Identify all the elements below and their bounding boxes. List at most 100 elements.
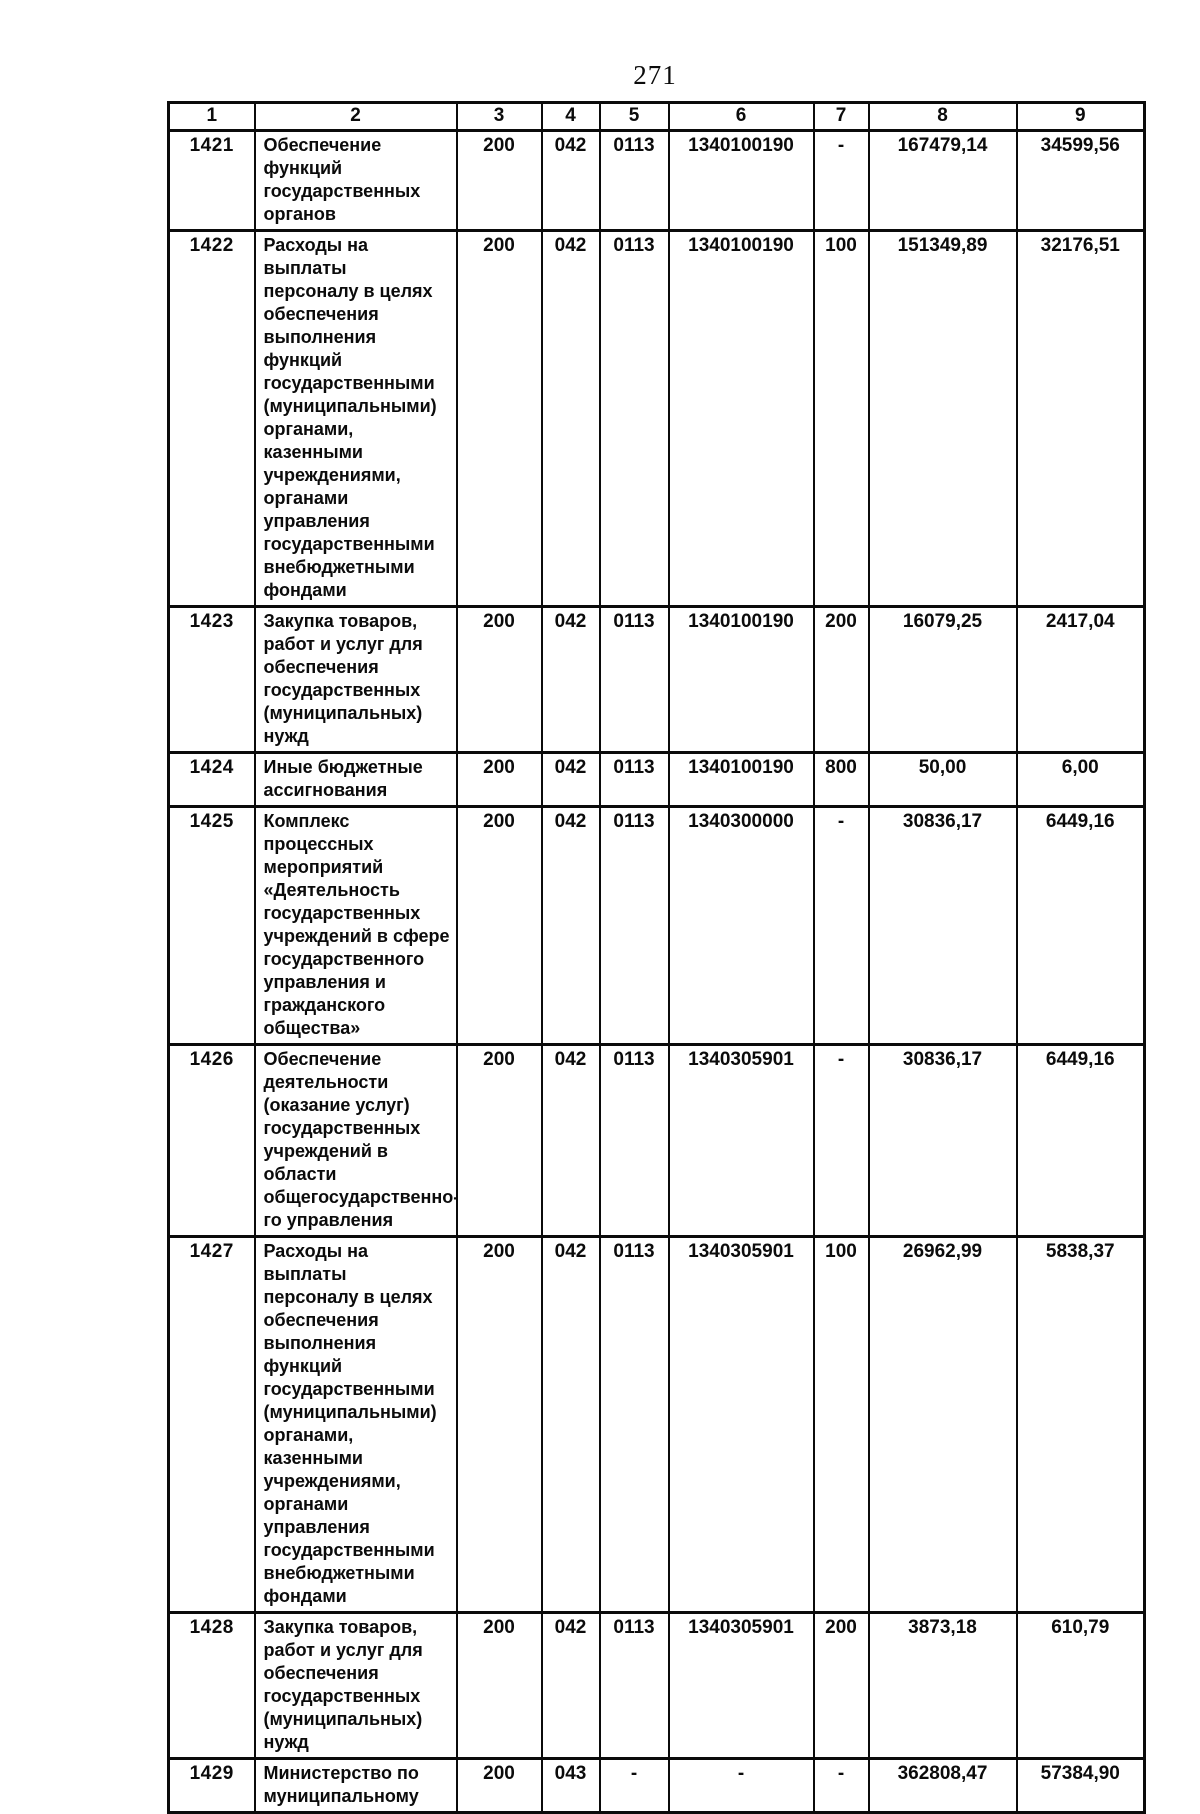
cell-col-8: 151349,89: [867, 229, 1018, 608]
cell-col-6: 1340100190: [667, 605, 815, 754]
cell-col-8: 26962,99: [867, 1235, 1018, 1614]
cell-col-3: 200: [455, 751, 543, 808]
cell-col-3: 200: [455, 805, 543, 1046]
row-number: 1423: [167, 605, 256, 754]
cell-col-6: 1340100190: [667, 229, 815, 608]
cell-col-9: 610,79: [1015, 1611, 1146, 1760]
column-header-2: 2: [253, 101, 458, 132]
cell-col-4: 042: [540, 751, 601, 808]
row-name: Комплекс процессных мероприятий «Деятель…: [253, 805, 458, 1046]
cell-col-6: 1340305901: [667, 1611, 815, 1760]
cell-col-7: -: [812, 805, 870, 1046]
column-header-1: 1: [167, 101, 256, 132]
cell-col-6: 1340300000: [667, 805, 815, 1046]
cell-col-4: 042: [540, 229, 601, 608]
cell-col-6: 1340305901: [667, 1235, 815, 1614]
table-row-1428: 1428 Закупка товаров, работ и услуг для о…: [167, 1611, 1146, 1760]
cell-col-4: 043: [540, 1757, 601, 1814]
page-number: 271: [633, 60, 677, 90]
row-number: 1422: [167, 229, 256, 608]
cell-col-5: 0113: [598, 1043, 670, 1238]
cell-col-5: 0113: [598, 1235, 670, 1614]
cell-col-3: 200: [455, 605, 543, 754]
cell-col-4: 042: [540, 605, 601, 754]
row-number: 1421: [167, 129, 256, 232]
table-row-1429: 1429 Министерство по муниципальному 200 043…: [167, 1757, 1146, 1814]
cell-col-8: 50,00: [867, 751, 1018, 808]
cell-col-6: 1340100190: [667, 751, 815, 808]
row-name: Обеспечение деятельности (оказание услуг…: [253, 1043, 458, 1238]
cell-col-5: 0113: [598, 129, 670, 232]
cell-col-8: 16079,25: [867, 605, 1018, 754]
cell-col-5: 0113: [598, 805, 670, 1046]
row-name: Закупка товаров, работ и услуг для обесп…: [253, 605, 458, 754]
row-number: 1428: [167, 1611, 256, 1760]
table-row-1426: 1426 Обеспечение деятельности (оказание у…: [167, 1043, 1146, 1238]
row-name: Расходы на выплаты персоналу в целях обе…: [253, 229, 458, 608]
cell-col-7: 100: [812, 1235, 870, 1614]
cell-col-7: -: [812, 129, 870, 232]
column-header-8: 8: [867, 101, 1018, 132]
row-name: Иные бюджетные ассигнования: [253, 751, 458, 808]
column-header-5: 5: [598, 101, 670, 132]
column-header-4: 4: [540, 101, 601, 132]
row-name: Министерство по муниципальному: [253, 1757, 458, 1814]
cell-col-9: 34599,56: [1015, 129, 1146, 232]
cell-col-7: 200: [812, 1611, 870, 1760]
cell-col-9: 6,00: [1015, 751, 1146, 808]
cell-col-4: 042: [540, 1043, 601, 1238]
cell-col-6: 1340100190: [667, 129, 815, 232]
cell-col-8: 30836,17: [867, 805, 1018, 1046]
cell-col-3: 200: [455, 129, 543, 232]
cell-col-5: 0113: [598, 605, 670, 754]
cell-col-5: 0113: [598, 751, 670, 808]
cell-col-9: 6449,16: [1015, 1043, 1146, 1238]
cell-col-7: 100: [812, 229, 870, 608]
cell-col-3: 200: [455, 1235, 543, 1614]
table-row-1427: 1427 Расходы на выплаты персоналу в целях…: [167, 1235, 1146, 1614]
table-row-1424: 1424 Иные бюджетные ассигнования 200 042 011…: [167, 751, 1146, 808]
row-number: 1426: [167, 1043, 256, 1238]
cell-col-6: -: [667, 1757, 815, 1814]
cell-col-9: 6449,16: [1015, 805, 1146, 1046]
cell-col-3: 200: [455, 1757, 543, 1814]
column-header-7: 7: [812, 101, 870, 132]
cell-col-5: -: [598, 1757, 670, 1814]
row-number: 1427: [167, 1235, 256, 1614]
table-row-1425: 1425 Комплекс процессных мероприятий «Дея…: [167, 805, 1146, 1046]
cell-col-3: 200: [455, 229, 543, 608]
column-header-6: 6: [667, 101, 815, 132]
column-header-9: 9: [1015, 101, 1146, 132]
column-header-3: 3: [455, 101, 543, 132]
cell-col-7: 800: [812, 751, 870, 808]
cell-col-7: 200: [812, 605, 870, 754]
cell-col-8: 362808,47: [867, 1757, 1018, 1814]
cell-col-8: 30836,17: [867, 1043, 1018, 1238]
row-number: 1425: [167, 805, 256, 1046]
cell-col-4: 042: [540, 805, 601, 1046]
cell-col-9: 5838,37: [1015, 1235, 1146, 1614]
cell-col-4: 042: [540, 1235, 601, 1614]
table-row-1421: 1421 Обеспечение функций государственных …: [167, 129, 1146, 232]
cell-col-5: 0113: [598, 229, 670, 608]
cell-col-3: 200: [455, 1611, 543, 1760]
cell-col-7: -: [812, 1757, 870, 1814]
cell-col-9: 32176,51: [1015, 229, 1146, 608]
row-name: Расходы на выплаты персоналу в целях обе…: [253, 1235, 458, 1614]
table-row-1422: 1422 Расходы на выплаты персоналу в целях…: [167, 229, 1146, 608]
cell-col-8: 3873,18: [867, 1611, 1018, 1760]
cell-col-8: 167479,14: [867, 129, 1018, 232]
row-name: Обеспечение функций государственных орга…: [253, 129, 458, 232]
row-number: 1424: [167, 751, 256, 808]
cell-col-4: 042: [540, 1611, 601, 1760]
cell-col-5: 0113: [598, 1611, 670, 1760]
row-number: 1429: [167, 1757, 256, 1814]
cell-col-3: 200: [455, 1043, 543, 1238]
cell-col-9: 57384,90: [1015, 1757, 1146, 1814]
table-row-1423: 1423 Закупка товаров, работ и услуг для о…: [167, 605, 1146, 754]
cell-col-6: 1340305901: [667, 1043, 815, 1238]
cell-col-7: -: [812, 1043, 870, 1238]
cell-col-9: 2417,04: [1015, 605, 1146, 754]
